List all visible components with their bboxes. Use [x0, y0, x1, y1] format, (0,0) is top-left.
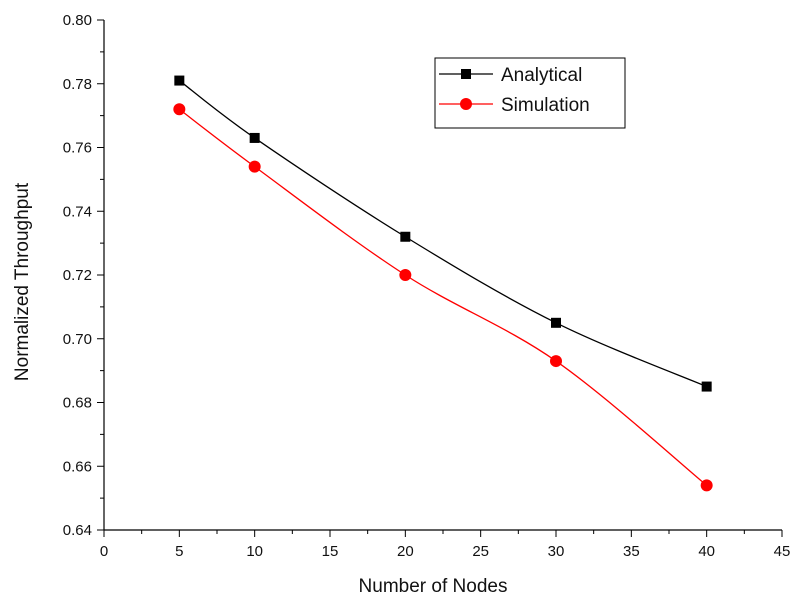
x-tick-label: 5: [175, 543, 183, 560]
y-tick-label: 0.70: [63, 331, 92, 348]
y-tick-label: 0.74: [63, 203, 92, 220]
x-tick-label: 30: [548, 543, 565, 560]
y-tick-label: 0.80: [63, 12, 92, 29]
y-tick-label: 0.66: [63, 458, 92, 475]
y-tick-label: 0.68: [63, 395, 92, 412]
analytical-point: [551, 317, 561, 328]
y-tick-label: 0.72: [63, 267, 92, 284]
x-tick-label: 45: [774, 543, 791, 560]
simulation-point: [248, 160, 261, 173]
series-layer: [173, 75, 713, 492]
x-tick-label: 25: [472, 543, 489, 560]
simulation-point: [399, 269, 412, 281]
legend-simulation-marker: [460, 98, 472, 110]
y-axis-title: Normalized Throughput: [12, 182, 33, 381]
analytical-point: [400, 231, 411, 242]
legend: Analytical Simulation: [434, 57, 626, 129]
simulation-point: [700, 479, 713, 492]
x-axis-title: Number of Nodes: [359, 576, 508, 597]
simulation-point: [550, 355, 562, 368]
x-tick-label: 10: [246, 543, 263, 560]
y-tick-label: 0.76: [63, 140, 92, 157]
x-tick-label: 20: [397, 543, 414, 560]
x-tick-label: 0: [100, 543, 108, 560]
analytical-point: [249, 132, 260, 143]
analytical-point: [174, 75, 185, 86]
ticks: 0 5 10 15 20 25 30 35 40 45 0.64 0.66 0.68 0.70 0.72 0.…: [63, 12, 791, 560]
y-tick-label: 0.78: [63, 76, 92, 93]
analytical-point: [701, 381, 712, 392]
x-tick-label: 35: [623, 543, 640, 560]
legend-analytical-marker: [461, 69, 471, 79]
y-tick-label: 0.64: [63, 522, 92, 539]
simulation-series-line: [178, 108, 708, 486]
legend-analytical-label: Analytical: [501, 65, 582, 86]
analytical-series-line: [178, 80, 707, 388]
x-tick-label: 40: [698, 543, 715, 560]
simulation-point: [173, 103, 186, 116]
x-tick-label: 15: [322, 543, 339, 560]
legend-simulation-label: Simulation: [501, 95, 590, 116]
